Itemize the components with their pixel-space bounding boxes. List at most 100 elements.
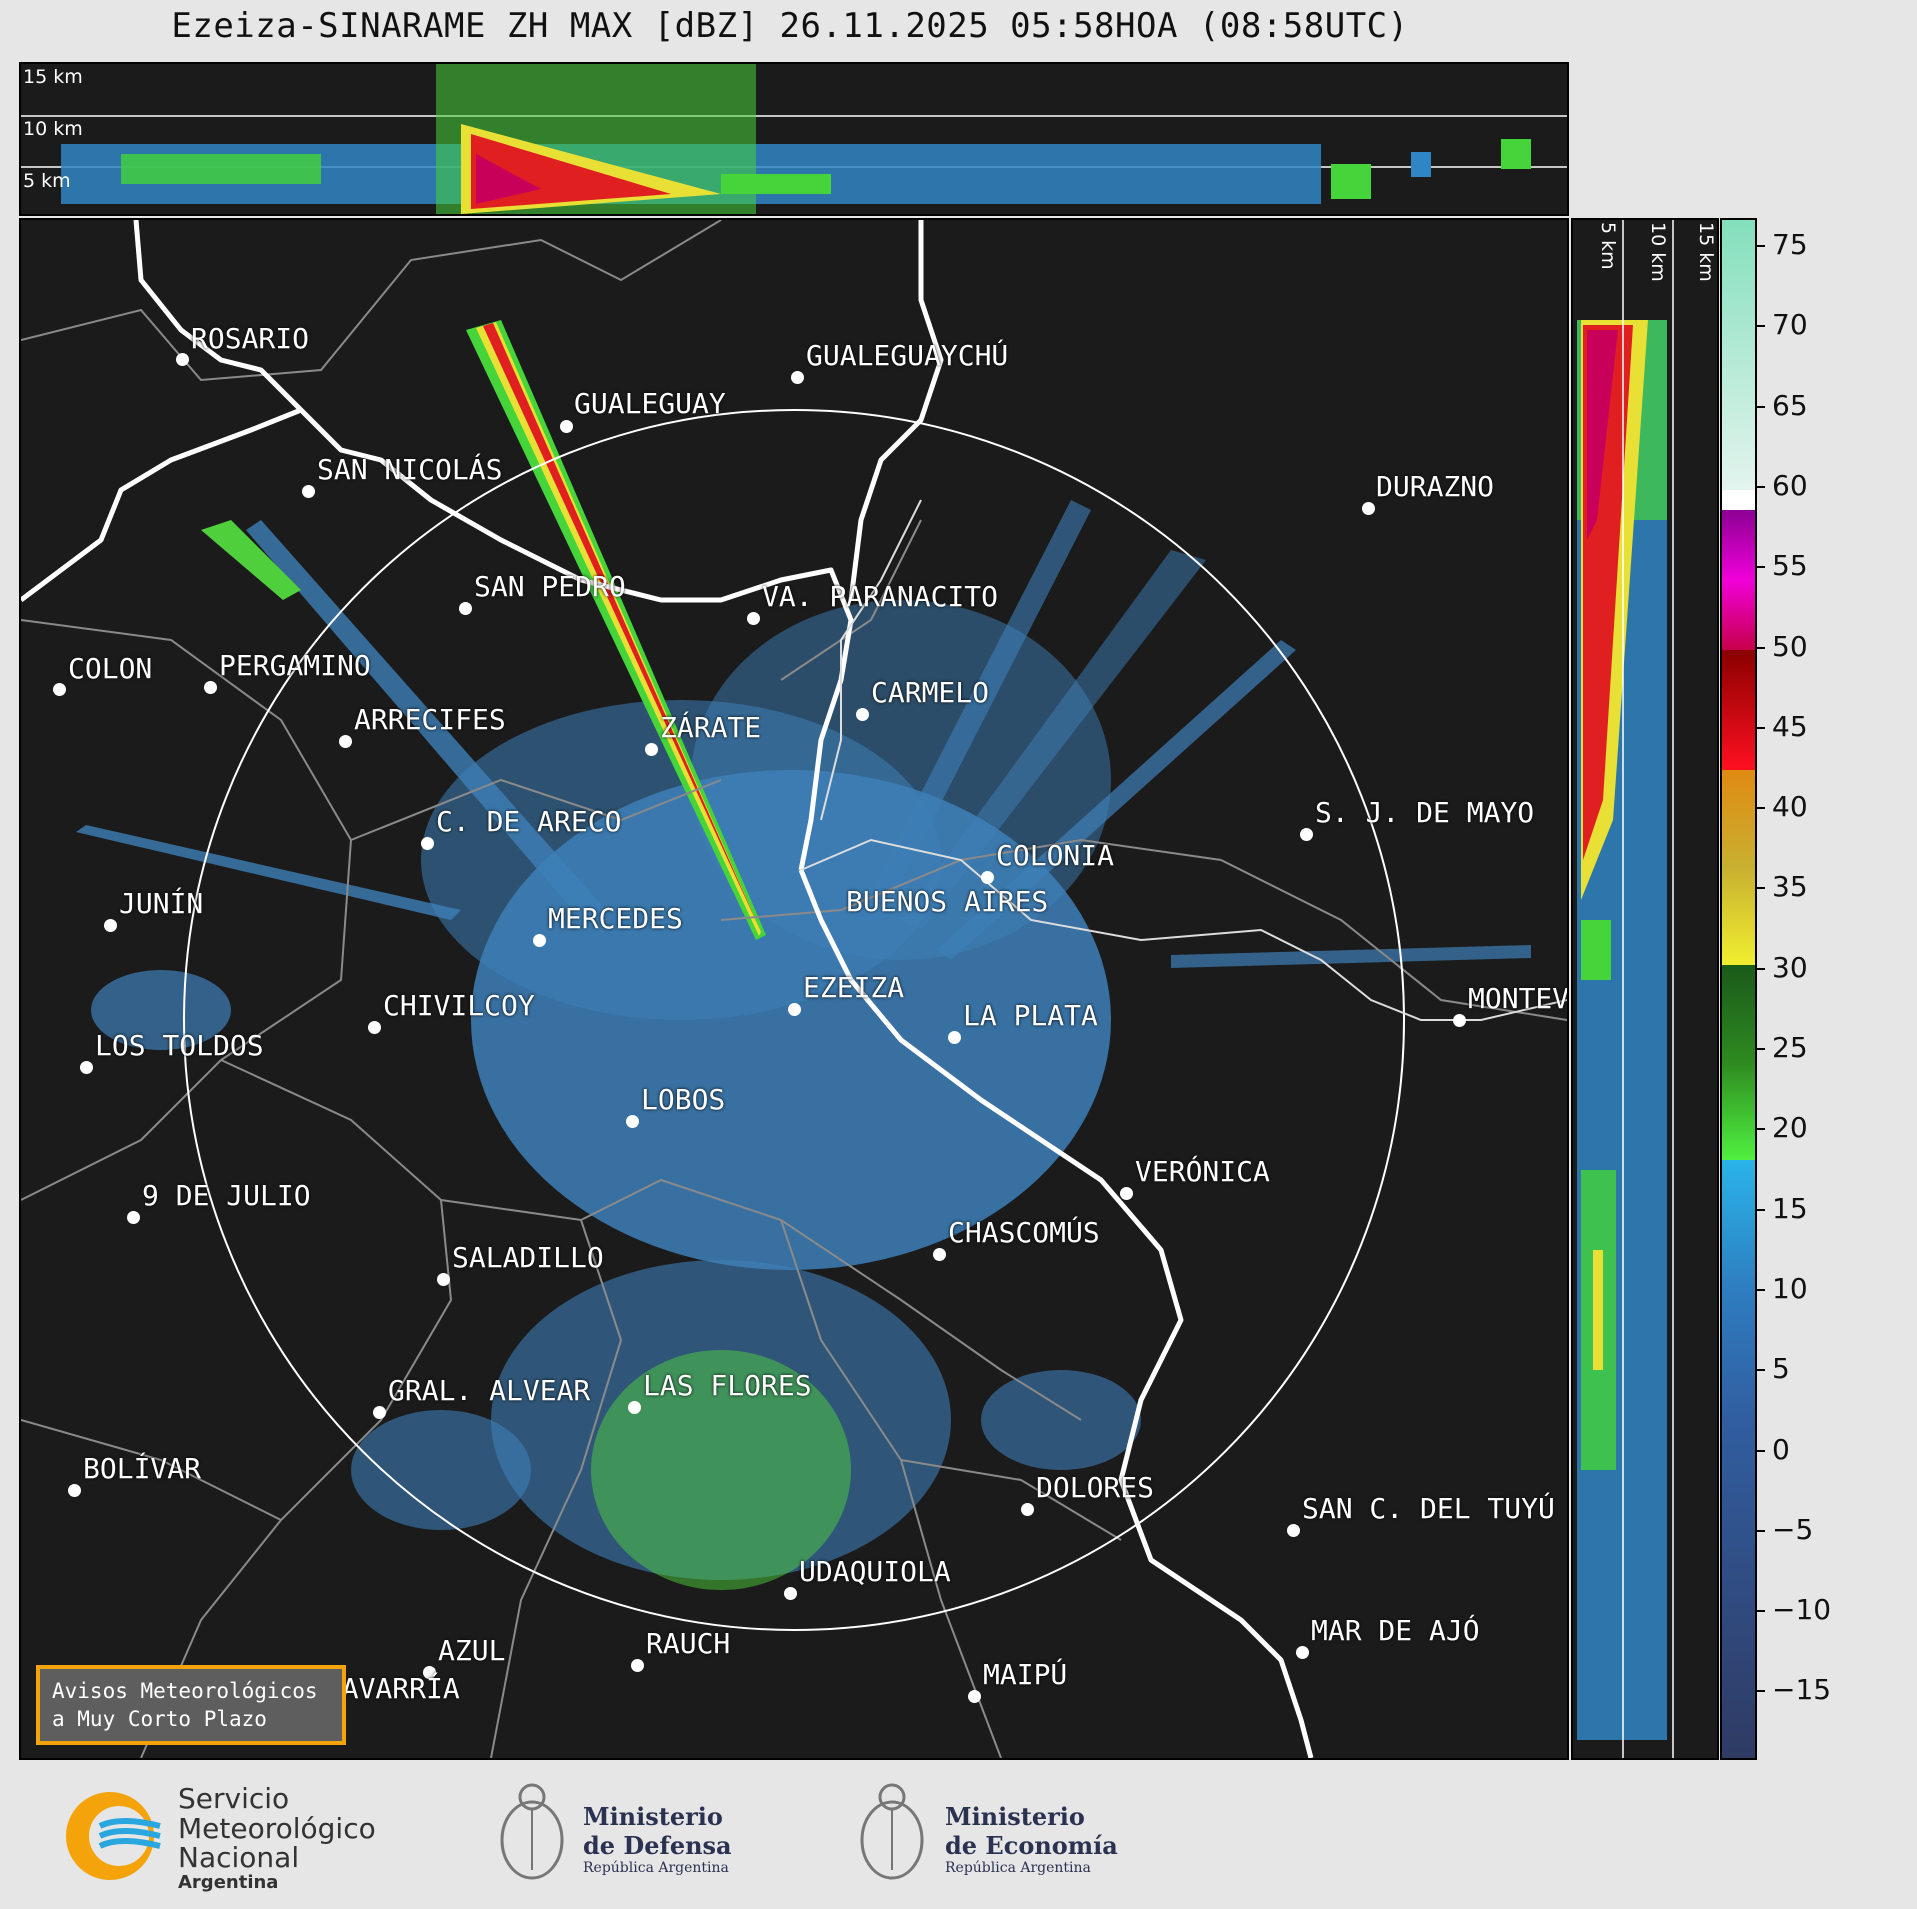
colorbar-tick-mark xyxy=(1757,566,1765,569)
economia-logo-text: Ministerio de Economía República Argenti… xyxy=(945,1802,1118,1876)
side-km-label-5: 5 km xyxy=(1597,222,1619,270)
city-label-maipu: MAIPÚ xyxy=(983,1658,1068,1691)
city-label-ezeiza: EZEIZA xyxy=(803,971,905,1004)
colorbar-tick-label: −10 xyxy=(1772,1593,1832,1627)
defensa-line-2: de Defensa xyxy=(583,1831,732,1860)
colorbar-tick-mark xyxy=(1757,1208,1765,1211)
city-dot-carmelo xyxy=(856,708,869,721)
city-dot-las-flores xyxy=(628,1401,641,1414)
smn-line-4: Argentina xyxy=(178,1872,279,1894)
colorbar-tick-label: 60 xyxy=(1772,468,1808,502)
side-cross-section: 5 km 10 km 15 km xyxy=(1571,218,1719,1760)
colorbar-tick-mark xyxy=(1757,646,1765,649)
colorbar-tick-mark xyxy=(1757,1690,1765,1693)
city-label-colon: COLON xyxy=(68,652,153,685)
city-dot-dolores xyxy=(1021,1503,1034,1516)
city-label-udaquiola: UDAQUIOLA xyxy=(799,1555,951,1588)
uruguay-coast xyxy=(800,499,1567,1021)
city-label-9-de-julio: 9 DE JULIO xyxy=(142,1179,311,1212)
city-dot-maipu xyxy=(968,1690,981,1703)
city-dot-bolivar xyxy=(68,1484,81,1497)
city-dot-gualeguaychu xyxy=(791,371,804,384)
city-dot-lobos xyxy=(626,1115,639,1128)
top-cross-section: 15 km 10 km 5 km xyxy=(19,62,1569,216)
city-dot-rosario xyxy=(176,353,189,366)
colorbar-tick-mark xyxy=(1757,967,1765,970)
city-label-la-plata: LA PLATA xyxy=(963,999,1098,1032)
avisos-button[interactable]: Avisos Meteorológicos a Muy Corto Plazo xyxy=(36,1665,346,1745)
admin-borders xyxy=(21,220,1567,1758)
city-dot-pergamino xyxy=(204,681,217,694)
colorbar-tick-label: 0 xyxy=(1772,1432,1790,1466)
map-title: Ezeiza-SINARAME ZH MAX [dBZ] 26.11.2025 … xyxy=(171,6,1409,46)
radar-map: ROSARIO GUALEGUAYCHÚ GUALEGUAY SAN NICOL… xyxy=(19,218,1569,1760)
colorbar-tick-mark xyxy=(1757,1288,1765,1291)
colorbar-tick-mark xyxy=(1757,807,1765,810)
city-label-veronica: VERÓNICA xyxy=(1135,1155,1270,1188)
colorbar-band-magenta xyxy=(1722,510,1755,650)
city-dot-arrecifes xyxy=(339,735,352,748)
colorbar-band-white xyxy=(1722,490,1755,510)
colorbar-tick-label: 65 xyxy=(1772,388,1808,422)
city-dot-chascomus xyxy=(933,1248,946,1261)
colorbar-tick-mark xyxy=(1757,1369,1765,1372)
city-dot-sj-de-mayo xyxy=(1300,828,1313,841)
city-label-san-nicolas: SAN NICOLÁS xyxy=(317,453,503,486)
city-dot-colonia xyxy=(981,871,994,884)
avisos-line-2: a Muy Corto Plazo xyxy=(52,1707,267,1732)
smn-line-1: Servicio xyxy=(178,1782,290,1815)
city-label-gral-alvear: GRAL. ALVEAR xyxy=(388,1374,591,1407)
smn-line-3: Nacional xyxy=(178,1841,300,1875)
colorbar-tick-mark xyxy=(1757,485,1765,488)
side-km-label-10: 10 km xyxy=(1647,222,1669,282)
city-label-chivilcoy: CHIVILCOY xyxy=(383,989,535,1022)
city-label-montevideo: MONTEVIDEO xyxy=(1468,982,1569,1015)
colorbar-tick-label: 50 xyxy=(1772,629,1808,663)
top-km-label-10: 10 km xyxy=(23,118,83,140)
colorbar-tick-mark xyxy=(1757,325,1765,328)
defensa-line-1: Ministerio xyxy=(583,1802,723,1831)
radar-echoes xyxy=(76,320,1531,1590)
city-label-va-paranacito: VA. PARANACITO xyxy=(762,580,999,613)
city-label-gualeguaychu: GUALEGUAYCHÚ xyxy=(806,339,1009,372)
city-label-azul: AZUL xyxy=(438,1634,506,1667)
city-dot-mercedes xyxy=(533,934,546,947)
city-dot-colon xyxy=(53,683,66,696)
escudo-economia-icon xyxy=(860,1783,924,1880)
top-km-label-15: 15 km xyxy=(23,66,83,88)
city-label-los-toldos: LOS TOLDOS xyxy=(95,1029,264,1062)
colorbar-tick-label: 35 xyxy=(1772,870,1808,904)
city-label-colonia: COLONIA xyxy=(996,839,1115,872)
city-dot-junin xyxy=(104,919,117,932)
colorbar-tick-label: 70 xyxy=(1772,308,1808,342)
city-dot-saladillo xyxy=(437,1273,450,1286)
economia-line-1: Ministerio xyxy=(945,1802,1085,1831)
colorbar-band-blue xyxy=(1722,1160,1755,1420)
city-label-mercedes: MERCEDES xyxy=(548,902,683,935)
colorbar-tick-mark xyxy=(1757,1449,1765,1452)
defensa-line-3: República Argentina xyxy=(583,1860,729,1876)
colorbar-tick-mark xyxy=(1757,245,1765,247)
city-label-arrecifes: ARRECIFES xyxy=(354,703,506,736)
colorbar-tick-label: 10 xyxy=(1772,1271,1808,1305)
city-dot-la-plata xyxy=(948,1031,961,1044)
city-dot-9-de-julio xyxy=(127,1211,140,1224)
economia-line-3: República Argentina xyxy=(945,1860,1091,1876)
city-label-chascomus: CHASCOMÚS xyxy=(948,1216,1100,1249)
economia-line-2: de Economía xyxy=(945,1831,1118,1860)
colorbar-tick-label: 75 xyxy=(1772,228,1808,261)
city-label-lobos: LOBOS xyxy=(641,1083,726,1116)
smn-line-2: Meteorológico xyxy=(178,1811,376,1845)
city-label-san-pedro: SAN PEDRO xyxy=(474,570,626,603)
escudo-defensa-icon xyxy=(500,1783,564,1880)
city-label-zarate: ZÁRATE xyxy=(660,711,762,744)
colorbar xyxy=(1720,218,1757,1760)
city-label-pergamino: PERGAMINO xyxy=(219,649,371,682)
city-dot-rauch xyxy=(631,1659,644,1672)
city-dot-montevideo xyxy=(1453,1014,1466,1027)
city-label-san-c-del-tuyu: SAN C. DEL TUYÚ xyxy=(1302,1492,1555,1525)
colorbar-tick-mark xyxy=(1757,405,1765,408)
colorbar-tick-label: 20 xyxy=(1772,1111,1808,1145)
city-dot-chivilcoy xyxy=(368,1021,381,1034)
city-label-junin: JUNÍN xyxy=(119,887,204,920)
